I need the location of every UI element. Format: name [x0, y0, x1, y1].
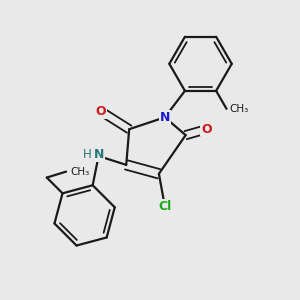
Text: O: O [201, 123, 212, 136]
Text: CH₃: CH₃ [70, 167, 90, 177]
Text: N: N [160, 111, 170, 124]
Text: O: O [96, 105, 106, 118]
Text: CH₃: CH₃ [230, 104, 249, 114]
Text: Cl: Cl [158, 200, 172, 213]
Text: N: N [94, 148, 104, 161]
Text: H: H [83, 148, 92, 161]
